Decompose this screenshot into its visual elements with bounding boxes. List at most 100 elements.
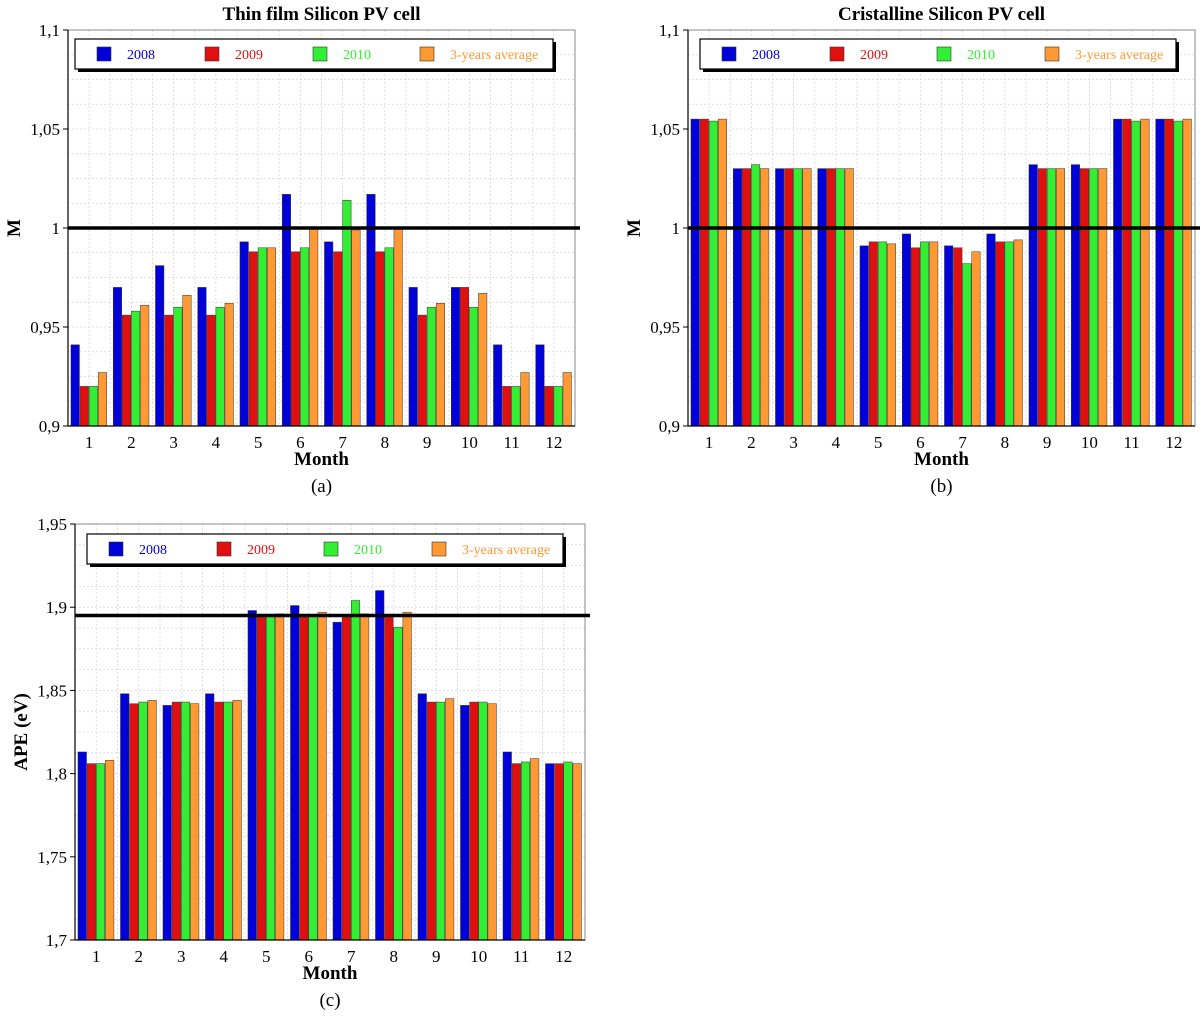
- x-tick-label: 4: [212, 433, 221, 452]
- bar-2009-month-9: [426, 701, 436, 941]
- bar-2010-month-12: [1173, 120, 1183, 427]
- legend-label: 3-years average: [1075, 48, 1163, 63]
- bar-3-years-average-month-9: [445, 698, 455, 941]
- bar-3-years-average-month-10: [487, 703, 497, 941]
- bar-2008-month-3: [162, 705, 172, 941]
- bar-3-years-average-month-6: [309, 227, 319, 427]
- y-tick-label: 1,1: [39, 21, 60, 40]
- bar-3-years-average-month-1: [717, 118, 727, 427]
- legend-label: 2008: [139, 543, 167, 558]
- x-axis-label: Month: [914, 449, 969, 470]
- bar-2009-month-2: [122, 314, 132, 427]
- x-tick-label: 1: [85, 433, 94, 452]
- bar-2009-month-1: [86, 763, 96, 941]
- chart-c: 1 2 3 4 5 6 7 8 9 10 11 121,71,751,81,851,91,95Mont…: [11, 515, 590, 1011]
- bar-3-years-average-month-6: [929, 241, 939, 427]
- bar-3-years-average-month-12: [562, 372, 572, 427]
- x-tick-label: 9: [432, 947, 441, 966]
- y-tick-label: 1,1: [659, 21, 680, 40]
- x-tick-label: 12: [555, 947, 572, 966]
- bar-3-years-average-month-2: [140, 304, 150, 427]
- bar-3-years-average-month-5: [266, 247, 276, 427]
- x-tick-label: 10: [461, 433, 478, 452]
- bar-2010-month-11: [511, 386, 521, 427]
- x-tick-label: 6: [916, 433, 925, 452]
- bar-2008-month-10: [1070, 164, 1080, 427]
- bar-2009-month-4: [206, 314, 216, 427]
- bar-2010-month-2: [751, 164, 761, 427]
- bar-2010-month-8: [384, 247, 394, 427]
- bar-2009-month-9: [417, 314, 427, 427]
- legend-swatch-3-years-average: [1044, 46, 1060, 62]
- chart-title: Thin film Silicon PV cell: [222, 4, 420, 25]
- legend-label: 2008: [127, 48, 155, 63]
- bar-2010-month-10: [478, 701, 488, 941]
- bar-2008-month-8: [375, 590, 385, 941]
- legend-swatch-2009: [204, 46, 220, 62]
- bar-2010-month-7: [351, 600, 361, 941]
- bar-2010-month-3: [173, 306, 183, 427]
- bar-2010-month-5: [266, 615, 276, 941]
- legend: 2008 2009 2010 3-years average: [74, 38, 556, 72]
- bar-2010-month-2: [131, 310, 141, 427]
- y-axis-label: APE (eV): [11, 693, 32, 771]
- bar-2008-month-6: [290, 605, 300, 941]
- legend-label: 3-years average: [450, 48, 538, 63]
- y-tick-label: 1,95: [37, 515, 67, 534]
- bar-2008-month-1: [690, 118, 700, 427]
- bar-2010-month-5: [257, 247, 267, 427]
- bar-2009-month-9: [1037, 168, 1047, 427]
- bar-2009-month-7: [333, 251, 343, 427]
- bar-2010-month-7: [342, 200, 352, 427]
- bar-2009-month-1: [79, 386, 89, 427]
- bar-2009-month-7: [953, 247, 963, 427]
- x-tick-label: 5: [262, 947, 271, 966]
- bar-2009-month-8: [375, 251, 385, 427]
- bar-2010-month-1: [88, 386, 98, 427]
- x-tick-label: 1: [92, 947, 101, 966]
- bar-2009-month-6: [911, 247, 921, 427]
- bar-2010-month-1: [96, 763, 106, 941]
- legend: 2008 2009 2010 3-years average: [86, 533, 566, 567]
- chart-title: Cristalline Silicon PV cell: [838, 4, 1045, 25]
- chart-b: 1 2 3 4 5 6 7 8 9 10 11 120,90,9511,051,1Cristallin…: [624, 4, 1200, 497]
- x-tick-label: 12: [1165, 433, 1182, 452]
- bar-2008-month-2: [732, 168, 742, 427]
- bar-2008-month-10: [460, 705, 470, 941]
- y-tick-label: 1: [52, 219, 61, 238]
- bar-2010-month-9: [1046, 168, 1056, 427]
- bar-2009-month-4: [826, 168, 836, 427]
- bar-2009-month-12: [1164, 118, 1174, 427]
- bar-2009-month-10: [460, 287, 470, 427]
- bar-2008-month-4: [197, 287, 207, 427]
- legend-label: 2010: [967, 48, 995, 63]
- x-tick-label: 3: [789, 433, 798, 452]
- bar-2010-month-10: [469, 306, 479, 427]
- bar-3-years-average-month-8: [402, 611, 412, 941]
- y-tick-label: 1,9: [46, 598, 67, 617]
- x-tick-label: 2: [135, 947, 144, 966]
- legend-swatch-2009: [829, 46, 845, 62]
- bar-3-years-average-month-12: [572, 763, 582, 941]
- y-tick-label: 1,75: [37, 848, 67, 867]
- bar-2010-month-9: [426, 306, 436, 427]
- bar-2008-month-5: [239, 241, 249, 427]
- x-tick-label: 5: [874, 433, 883, 452]
- x-tick-label: 6: [305, 947, 314, 966]
- x-tick-label: 1: [705, 433, 714, 452]
- x-tick-label: 9: [1043, 433, 1052, 452]
- legend-label: 2008: [752, 48, 780, 63]
- bar-2009-month-3: [164, 314, 174, 427]
- x-tick-label: 8: [1001, 433, 1010, 452]
- bar-2010-month-12: [553, 386, 563, 427]
- bar-2008-month-9: [1028, 164, 1038, 427]
- bar-2009-month-6: [291, 251, 301, 427]
- bar-3-years-average-month-3: [182, 295, 192, 427]
- bar-2009-month-3: [784, 168, 794, 427]
- bar-2009-month-12: [554, 763, 564, 941]
- bar-3-years-average-month-12: [1182, 118, 1192, 427]
- bar-3-years-average-month-6: [317, 611, 327, 941]
- x-tick-label: 4: [220, 947, 229, 966]
- bar-2008-month-2: [112, 287, 122, 427]
- legend-label: 3-years average: [462, 543, 550, 558]
